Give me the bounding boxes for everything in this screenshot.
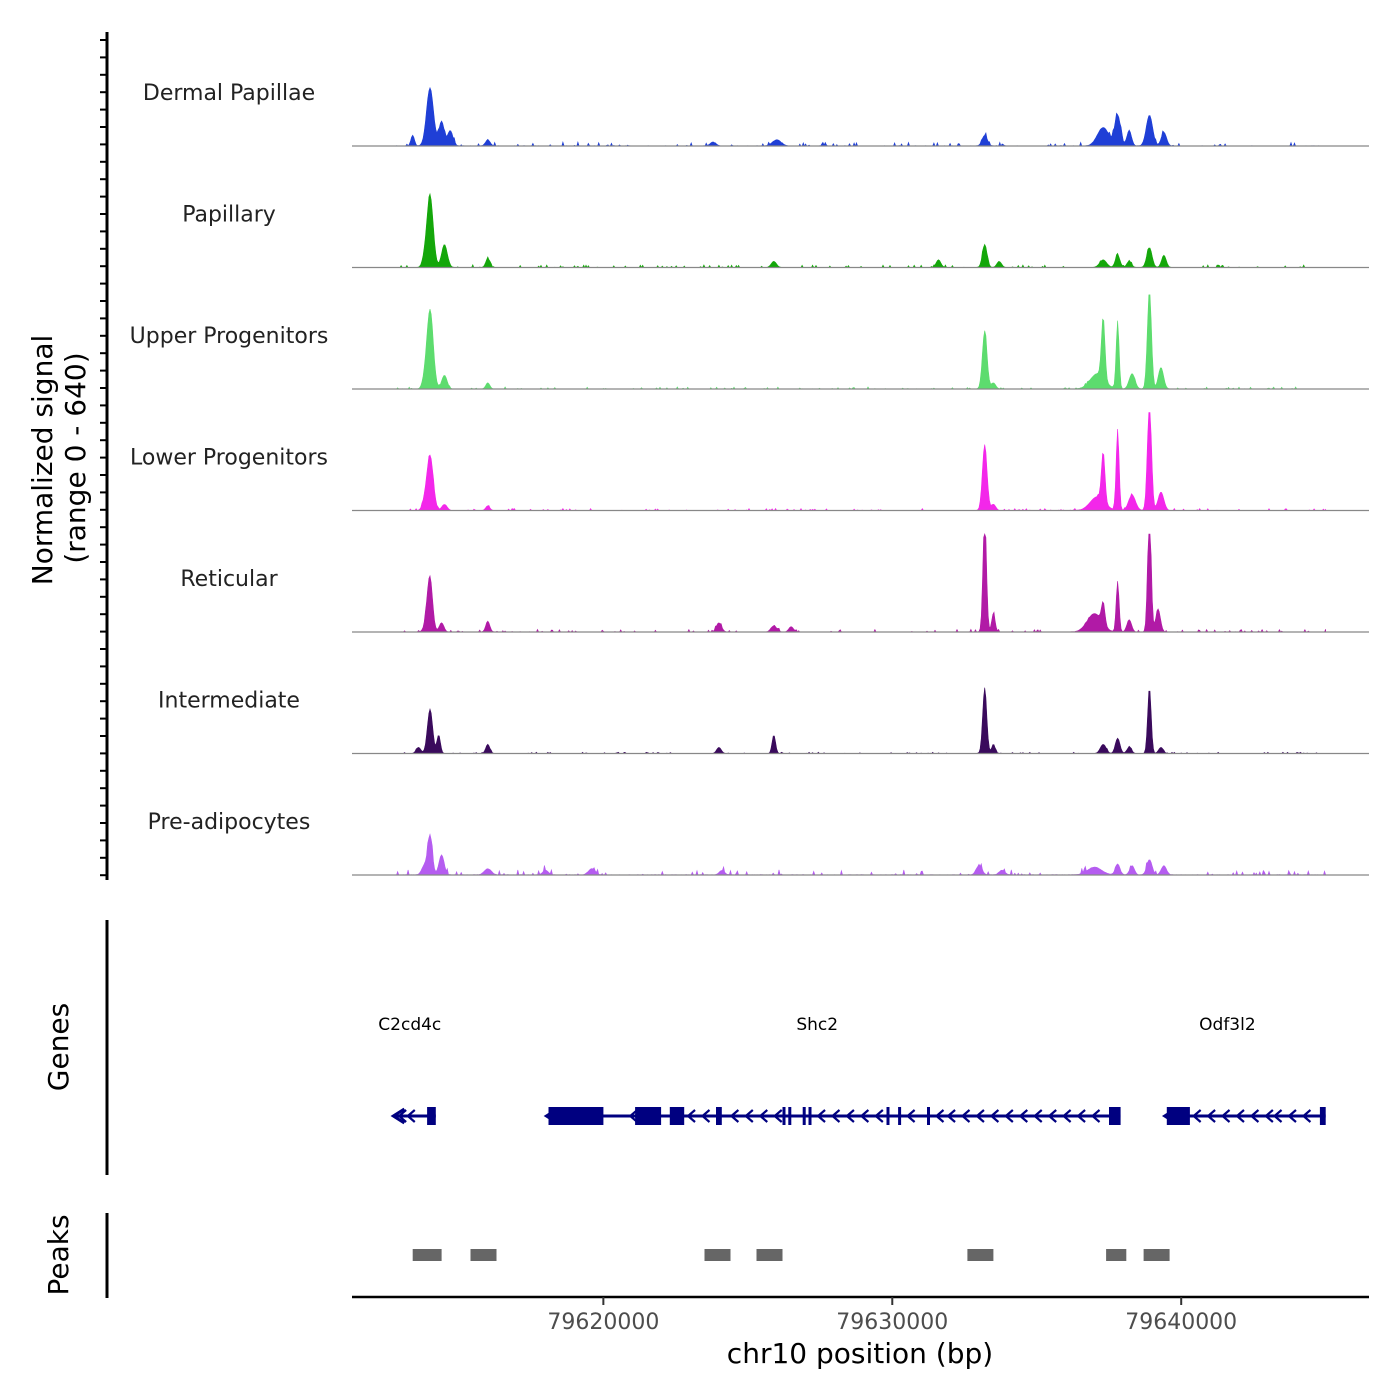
strand-arrow <box>934 1109 945 1123</box>
strand-arrow <box>960 1109 971 1123</box>
strand-arrow <box>406 1109 416 1123</box>
gene-annotation-panel: C2cd4c Shc2 Odf3l2 <box>378 1015 1326 1125</box>
gene-exon <box>669 1107 685 1125</box>
signal-y-axis-ticks <box>100 39 107 877</box>
strand-arrow <box>758 1109 768 1123</box>
gene-start-arrow <box>543 1107 559 1125</box>
strand-arrow <box>729 1109 740 1123</box>
gene-exon <box>788 1107 792 1125</box>
strand-arrow <box>686 1109 696 1123</box>
gene-exon <box>808 1107 812 1125</box>
gene-exon <box>635 1107 662 1125</box>
gene-exon <box>782 1107 786 1125</box>
gene-label: C2cd4c <box>378 1015 441 1035</box>
strand-arrow <box>1272 1109 1283 1123</box>
strand-arrow <box>905 1109 916 1123</box>
strand-arrow <box>1018 1109 1029 1123</box>
peaks-axis-title: Peaks <box>42 1214 75 1295</box>
strand-arrow <box>1264 1109 1274 1123</box>
strand-arrow <box>1287 1109 1297 1123</box>
strand-arrow <box>1090 1109 1101 1123</box>
strand-arrow <box>874 1109 884 1123</box>
signal-axis-title: Normalized signal <box>26 335 59 586</box>
gene-odf3l2: Odf3l2 <box>1161 1015 1326 1125</box>
peak-region <box>412 1249 442 1261</box>
gene-exon <box>898 1107 902 1125</box>
track-label: Intermediate <box>158 689 300 714</box>
peak-region <box>1106 1249 1127 1261</box>
peak-region <box>1143 1249 1170 1261</box>
track-pre-adipocytes: Pre-adipocytes <box>148 810 1369 876</box>
strand-arrow <box>816 1109 826 1123</box>
track-upper-progenitors: Upper Progenitors <box>130 294 1369 390</box>
peak-region <box>967 1249 994 1261</box>
gene-c2cd4c: C2cd4c <box>378 1015 441 1125</box>
genes-axis-title: Genes <box>42 1003 75 1091</box>
coverage-tracks: Dermal Papillae Papillary Upper Progenitor… <box>130 81 1369 876</box>
x-axis-ticks: 79620000 79630000 79640000 <box>547 1297 1237 1335</box>
gene-exon <box>886 1107 890 1125</box>
track-lower-progenitors: Lower Progenitors <box>130 412 1369 512</box>
gene-shc2: Shc2 <box>543 1015 1121 1125</box>
strand-arrow <box>744 1109 754 1123</box>
track-label: Dermal Papillae <box>143 81 315 106</box>
track-label: Papillary <box>182 203 276 228</box>
peak-region <box>756 1249 783 1261</box>
gene-start-arrow <box>390 1107 406 1125</box>
x-tick-label: 79640000 <box>1125 1310 1237 1335</box>
strand-arrow <box>1047 1109 1057 1123</box>
gene-exon <box>1109 1107 1121 1125</box>
strand-arrow <box>845 1109 855 1123</box>
strand-arrow <box>830 1109 841 1123</box>
strand-arrow <box>1033 1109 1043 1123</box>
track-papillary: Papillary <box>182 192 1369 269</box>
signal-axis-range-label: (range 0 - 640) <box>59 352 92 563</box>
track-intermediate: Intermediate <box>158 687 1369 755</box>
gene-exon <box>1319 1107 1326 1125</box>
strand-arrow <box>1249 1109 1260 1123</box>
strand-arrow <box>946 1109 956 1123</box>
strand-arrow <box>989 1109 1000 1123</box>
strand-arrow <box>1004 1109 1014 1123</box>
peak-region <box>470 1249 497 1261</box>
strand-arrow <box>1235 1109 1245 1123</box>
gene-exon <box>1166 1107 1190 1125</box>
peak-regions-panel <box>412 1249 1170 1261</box>
x-tick-label: 79630000 <box>836 1310 948 1335</box>
gene-exon <box>427 1107 436 1125</box>
track-label: Reticular <box>180 567 278 592</box>
track-reticular: Reticular <box>180 533 1369 633</box>
strand-arrow <box>1301 1109 1312 1123</box>
track-label: Upper Progenitors <box>130 324 329 349</box>
gene-exon <box>802 1107 806 1125</box>
track-label: Pre-adipocytes <box>148 810 311 835</box>
gene-exon <box>716 1107 722 1125</box>
strand-arrow <box>1206 1109 1216 1123</box>
peak-region <box>704 1249 731 1261</box>
strand-arrow <box>773 1109 783 1123</box>
gene-label: Shc2 <box>796 1015 838 1035</box>
track-label: Lower Progenitors <box>130 446 328 471</box>
gene-exon <box>548 1107 604 1125</box>
strand-arrow <box>1220 1109 1231 1123</box>
strand-arrow <box>859 1109 870 1123</box>
strand-arrow <box>1191 1109 1202 1123</box>
gene-exon <box>927 1107 930 1125</box>
x-tick-label: 79620000 <box>547 1310 659 1335</box>
strand-arrow <box>975 1109 985 1123</box>
gene-start-arrow <box>1161 1107 1177 1125</box>
x-axis-title: chr10 position (bp) <box>727 1337 993 1370</box>
strand-arrow <box>397 1109 407 1123</box>
gene-label: Odf3l2 <box>1199 1015 1256 1035</box>
strand-arrow <box>700 1109 711 1123</box>
strand-arrow <box>1061 1109 1072 1123</box>
track-dermal-papillae: Dermal Papillae <box>143 81 1369 147</box>
strand-arrow <box>628 1109 638 1123</box>
strand-arrow <box>1076 1109 1086 1123</box>
